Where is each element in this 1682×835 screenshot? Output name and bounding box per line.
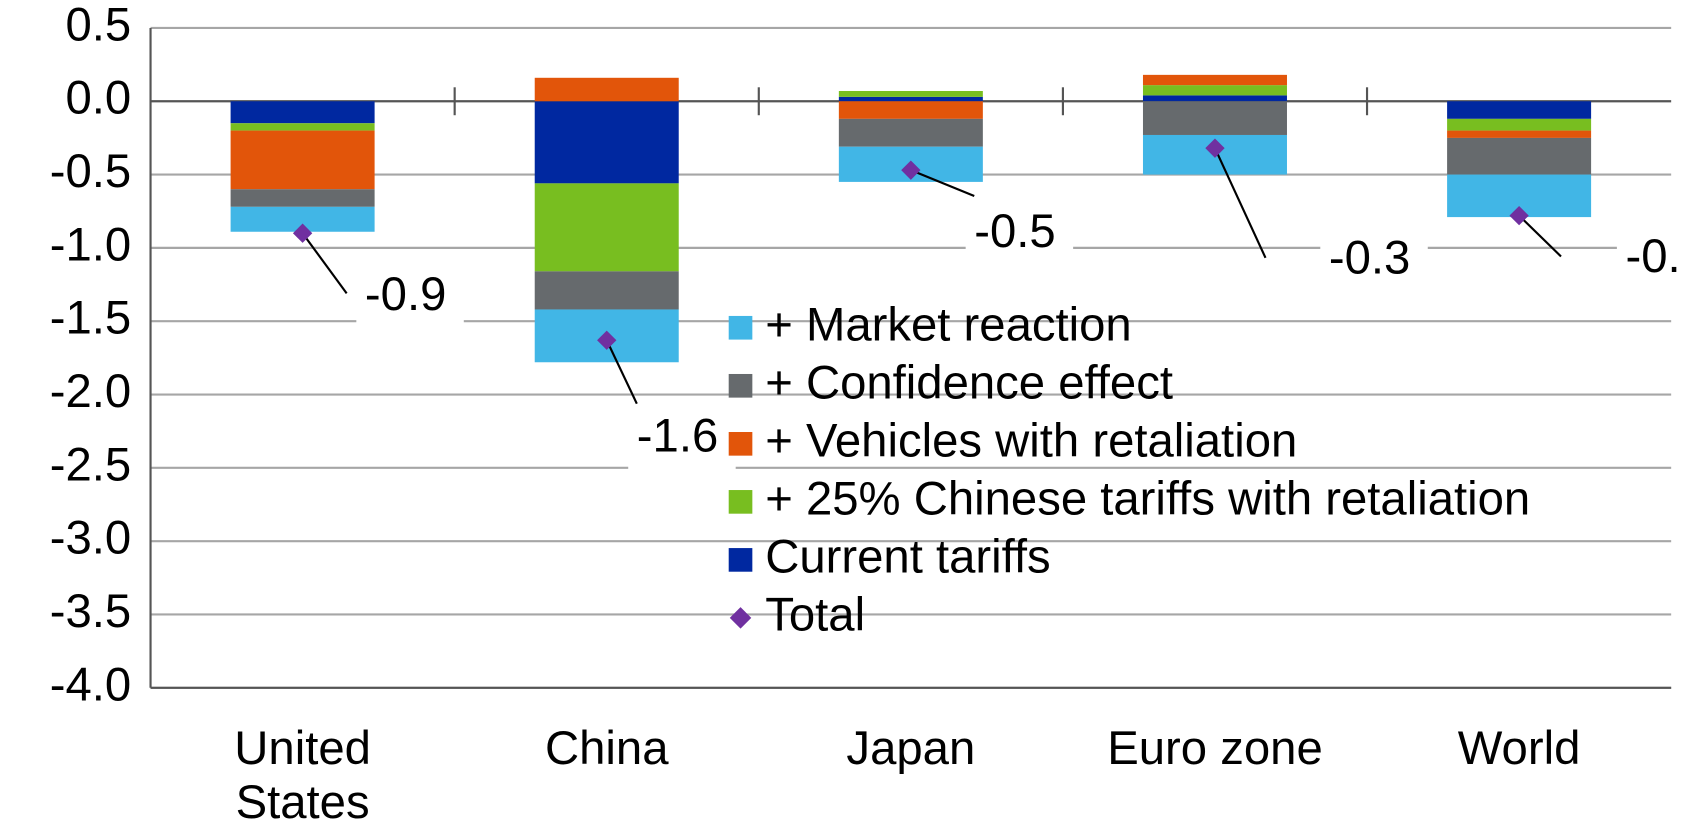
- bar-segment: [1142, 101, 1287, 135]
- legend-label: + Confidence effect: [765, 356, 1173, 409]
- bar-segment: [230, 123, 375, 131]
- legend-label: Current tariffs: [765, 530, 1050, 583]
- bar-segment: [534, 183, 679, 272]
- bar-segment: [1447, 130, 1592, 138]
- bar-segment: [1142, 95, 1287, 102]
- bar-segment: [838, 90, 983, 97]
- label-bg: [1320, 228, 1428, 294]
- x-tick-label-box: Japan: [846, 722, 976, 775]
- legend-label: + Market reaction: [765, 298, 1131, 351]
- x-tick-label-box: China: [544, 722, 669, 775]
- data-label: -0.3: [1329, 231, 1410, 284]
- legend-label: + Vehicles with retaliation: [765, 414, 1297, 467]
- y-tick-label: -0.5: [50, 145, 131, 198]
- total-marker: [901, 160, 921, 180]
- bar-segment: [230, 101, 375, 124]
- total-marker: [1205, 138, 1225, 158]
- label-bg: [965, 202, 1074, 267]
- leader-line: [605, 339, 638, 405]
- bar-segment: [230, 189, 375, 207]
- x-tick-label: Euro zone: [1107, 722, 1323, 775]
- leader-line: [1214, 147, 1267, 259]
- bar-segment: [1447, 118, 1592, 131]
- x-tick-label-box: Euro zone: [1107, 722, 1323, 775]
- bar-segment: [838, 118, 983, 147]
- y-tick-label: -3.5: [50, 585, 131, 638]
- x-tick-label-box: World: [1457, 722, 1581, 775]
- bar-segment: [534, 77, 679, 102]
- legend-marker: [729, 607, 752, 629]
- bar-segment: [838, 96, 983, 102]
- label-bg: [1616, 227, 1682, 292]
- data-label: -0.8: [1625, 230, 1682, 283]
- total-marker: [292, 223, 313, 243]
- bar-segment: [230, 130, 375, 190]
- y-tick-label: -1.0: [50, 218, 131, 271]
- bar-segment: [534, 101, 679, 184]
- bar-segment: [838, 101, 983, 119]
- x-tick-label-box: United States: [234, 722, 371, 829]
- total-marker: [1509, 205, 1529, 226]
- y-tick-label: -2.5: [50, 438, 131, 491]
- legend-label: + 25% Chinese tariffs with retaliation: [765, 472, 1530, 525]
- bar-segment: [534, 271, 679, 310]
- leader-line: [301, 232, 348, 295]
- y-tick-label: -3.0: [50, 512, 131, 565]
- bar-segment: [1142, 74, 1287, 86]
- bar-segment: [1447, 101, 1592, 119]
- y-tick-label: -4.0: [50, 658, 131, 711]
- legend-label: Total: [765, 588, 865, 641]
- y-tick-label: -2.0: [50, 365, 131, 418]
- leader-line: [1518, 214, 1562, 258]
- bar-segment: [1142, 85, 1287, 96]
- legend-swatch: [728, 373, 753, 398]
- label-bg: [628, 406, 736, 472]
- y-tick-label: 0.0: [65, 72, 131, 125]
- data-label: -0.9: [365, 268, 446, 321]
- y-tick-label: -1.5: [50, 292, 131, 345]
- data-label: -1.6: [637, 410, 718, 463]
- x-tick-label: World: [1457, 722, 1581, 775]
- legend-swatch: [728, 548, 753, 572]
- y-tick-label: 0.5: [65, 0, 131, 51]
- leader-line: [910, 169, 975, 197]
- x-tick-label: Japan: [846, 722, 976, 775]
- x-tick-label: China: [544, 722, 669, 775]
- x-tick-label: United States: [234, 722, 371, 829]
- data-label: -0.5: [974, 205, 1055, 258]
- legend-swatch: [728, 490, 753, 514]
- legend-swatch: [728, 432, 753, 456]
- legend-swatch: [728, 315, 753, 340]
- label-bg: [356, 265, 464, 330]
- bar-segment: [1447, 137, 1592, 175]
